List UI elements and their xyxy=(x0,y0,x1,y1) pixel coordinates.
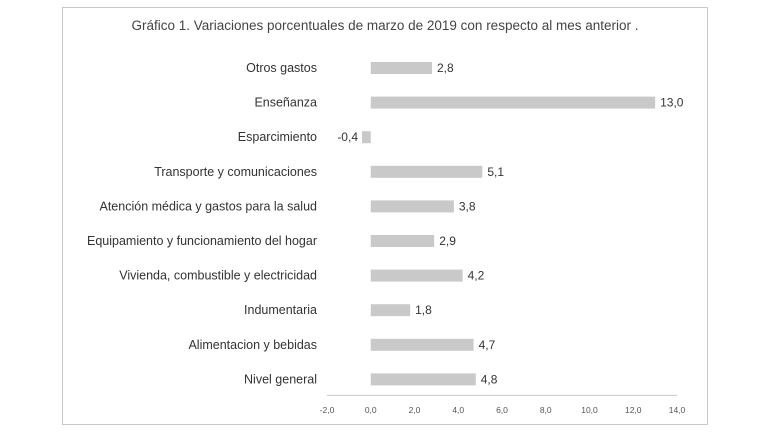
x-tick-label: 0,0 xyxy=(365,405,377,415)
bar xyxy=(370,235,435,247)
category-label: Otros gastos xyxy=(246,61,317,75)
chart-frame xyxy=(62,7,708,425)
bar xyxy=(370,304,411,317)
bar xyxy=(370,338,474,351)
bar xyxy=(362,131,371,144)
bar xyxy=(370,165,483,178)
category-label: Atención médica y gastos para la salud xyxy=(100,199,318,213)
data-label: -0,4 xyxy=(337,130,358,144)
data-label: 4,2 xyxy=(468,269,485,283)
bar xyxy=(370,200,454,213)
data-label: 5,1 xyxy=(487,165,504,179)
category-label: Vivienda, combustible y electricidad xyxy=(119,269,317,283)
data-label: 4,8 xyxy=(481,372,498,386)
category-label: Alimentacion y bebidas xyxy=(188,338,317,352)
data-label: 1,8 xyxy=(415,303,432,317)
category-label: Equipamiento y funcionamiento del hogar xyxy=(87,234,317,248)
category-label: Enseñanza xyxy=(254,96,317,110)
x-axis-ticks: -2,0 0,0 2,0 4,0 6,0 8,0 10,0 12,0 14,0 xyxy=(320,405,686,415)
bars-group: Otros gastos 2,8 Enseñanza 13,0 Esparcimient… xyxy=(87,61,684,386)
category-label: Esparcimiento xyxy=(238,130,317,144)
x-tick-label: 8,0 xyxy=(540,405,552,415)
x-tick-label: 14,0 xyxy=(669,405,686,415)
category-label: Nivel general xyxy=(244,372,317,386)
data-label: 4,7 xyxy=(479,338,496,352)
x-tick-label: 2,0 xyxy=(409,405,421,415)
data-label: 2,8 xyxy=(437,61,454,75)
category-label: Indumentaria xyxy=(244,303,317,317)
bar xyxy=(370,269,463,282)
data-label: 13,0 xyxy=(660,96,684,110)
x-tick-label: 10,0 xyxy=(581,405,598,415)
bar xyxy=(370,373,476,386)
x-tick-label: 6,0 xyxy=(496,405,508,415)
data-label: 3,8 xyxy=(459,199,476,213)
x-tick-label: 12,0 xyxy=(625,405,642,415)
data-label: 2,9 xyxy=(439,234,456,248)
x-tick-label: -2,0 xyxy=(320,405,335,415)
bar xyxy=(370,62,432,74)
bar xyxy=(370,96,656,109)
category-label: Transporte y comunicaciones xyxy=(154,165,317,179)
x-tick-label: 4,0 xyxy=(452,405,464,415)
chart-title: Gráfico 1. Variaciones porcentuales de m… xyxy=(131,18,639,33)
